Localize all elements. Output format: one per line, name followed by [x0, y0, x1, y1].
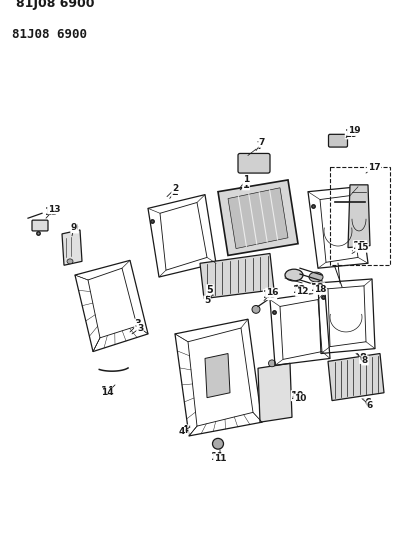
Text: 8: 8	[360, 353, 366, 364]
Text: 7: 7	[256, 141, 263, 151]
Text: 12: 12	[296, 287, 308, 296]
Text: 1: 1	[243, 180, 249, 190]
Text: 16: 16	[266, 288, 278, 297]
Text: 6: 6	[367, 401, 373, 410]
FancyBboxPatch shape	[328, 134, 347, 147]
Polygon shape	[258, 364, 292, 422]
Text: 18: 18	[311, 283, 325, 293]
Text: 13: 13	[45, 207, 59, 217]
Text: 5: 5	[206, 285, 213, 295]
Text: 17: 17	[368, 163, 380, 172]
Polygon shape	[228, 188, 288, 248]
Text: 10: 10	[294, 394, 306, 403]
Text: 13: 13	[48, 205, 60, 214]
Text: 8: 8	[362, 356, 368, 365]
Polygon shape	[200, 254, 274, 298]
Polygon shape	[205, 353, 230, 398]
Ellipse shape	[268, 360, 276, 367]
Ellipse shape	[309, 272, 323, 282]
Text: 6: 6	[364, 398, 371, 408]
Text: 19: 19	[348, 126, 360, 135]
Polygon shape	[348, 185, 370, 248]
Text: 15: 15	[353, 240, 367, 251]
Text: 2: 2	[172, 184, 178, 193]
Ellipse shape	[285, 269, 303, 281]
Text: 5: 5	[204, 296, 210, 305]
Text: 3: 3	[135, 319, 141, 329]
Text: 81J08 6900: 81J08 6900	[16, 0, 94, 10]
Text: 14: 14	[101, 388, 113, 397]
Text: 14: 14	[101, 386, 115, 396]
Text: 18: 18	[314, 285, 326, 294]
Bar	[330, 167, 390, 265]
Text: 10: 10	[291, 391, 305, 401]
Text: 15: 15	[356, 243, 368, 252]
Text: 17: 17	[367, 164, 381, 174]
Text: 9: 9	[71, 223, 77, 232]
Ellipse shape	[252, 305, 260, 313]
FancyBboxPatch shape	[32, 220, 48, 231]
Polygon shape	[328, 353, 384, 401]
Text: 1: 1	[243, 175, 249, 184]
Text: 9: 9	[71, 223, 78, 233]
Text: 11: 11	[211, 451, 225, 462]
Text: 19: 19	[345, 129, 359, 139]
Text: 4: 4	[179, 427, 185, 437]
Text: 3: 3	[137, 324, 143, 333]
FancyBboxPatch shape	[238, 154, 270, 173]
Polygon shape	[62, 230, 82, 265]
Text: 2: 2	[172, 187, 178, 197]
Ellipse shape	[212, 438, 224, 449]
Text: 12: 12	[293, 285, 307, 295]
Text: 11: 11	[214, 454, 226, 463]
Text: 81J08 6900: 81J08 6900	[12, 28, 87, 41]
Text: 16: 16	[263, 289, 277, 300]
Text: 4: 4	[181, 425, 188, 435]
Ellipse shape	[67, 259, 73, 264]
Polygon shape	[218, 180, 298, 255]
Text: 7: 7	[259, 138, 265, 147]
